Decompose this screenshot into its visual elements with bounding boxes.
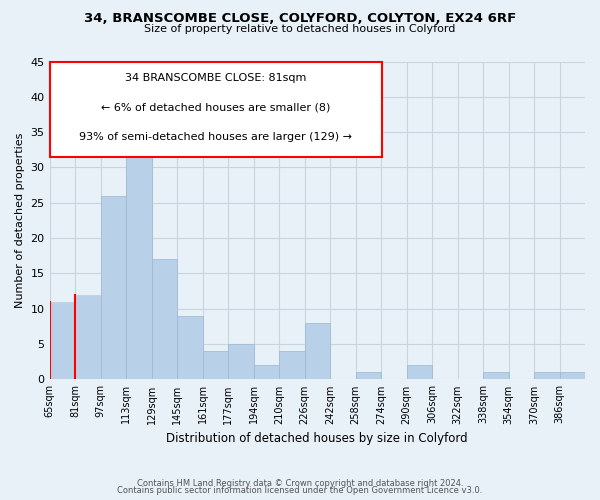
Bar	[534, 372, 560, 380]
Bar	[126, 125, 152, 380]
Bar	[177, 316, 203, 380]
Y-axis label: Number of detached properties: Number of detached properties	[15, 133, 25, 308]
Bar	[101, 196, 126, 380]
Bar	[407, 366, 432, 380]
Text: 93% of semi-detached houses are larger (129) →: 93% of semi-detached houses are larger (…	[79, 132, 352, 142]
Text: ← 6% of detached houses are smaller (8): ← 6% of detached houses are smaller (8)	[101, 102, 330, 113]
Text: 34, BRANSCOMBE CLOSE, COLYFORD, COLYTON, EX24 6RF: 34, BRANSCOMBE CLOSE, COLYFORD, COLYTON,…	[84, 12, 516, 26]
Bar	[356, 372, 381, 380]
Bar	[483, 372, 509, 380]
Text: 34 BRANSCOMBE CLOSE: 81sqm: 34 BRANSCOMBE CLOSE: 81sqm	[125, 73, 306, 83]
Bar	[75, 294, 101, 380]
Text: Contains HM Land Registry data © Crown copyright and database right 2024.: Contains HM Land Registry data © Crown c…	[137, 478, 463, 488]
X-axis label: Distribution of detached houses by size in Colyford: Distribution of detached houses by size …	[166, 432, 468, 445]
Bar	[152, 260, 177, 380]
Bar	[254, 366, 279, 380]
Text: Size of property relative to detached houses in Colyford: Size of property relative to detached ho…	[145, 24, 455, 34]
Bar	[50, 302, 75, 380]
Text: Contains public sector information licensed under the Open Government Licence v3: Contains public sector information licen…	[118, 486, 482, 495]
Bar	[305, 323, 330, 380]
Bar	[203, 351, 228, 380]
Bar	[560, 372, 585, 380]
Bar	[279, 351, 305, 380]
Bar	[228, 344, 254, 380]
